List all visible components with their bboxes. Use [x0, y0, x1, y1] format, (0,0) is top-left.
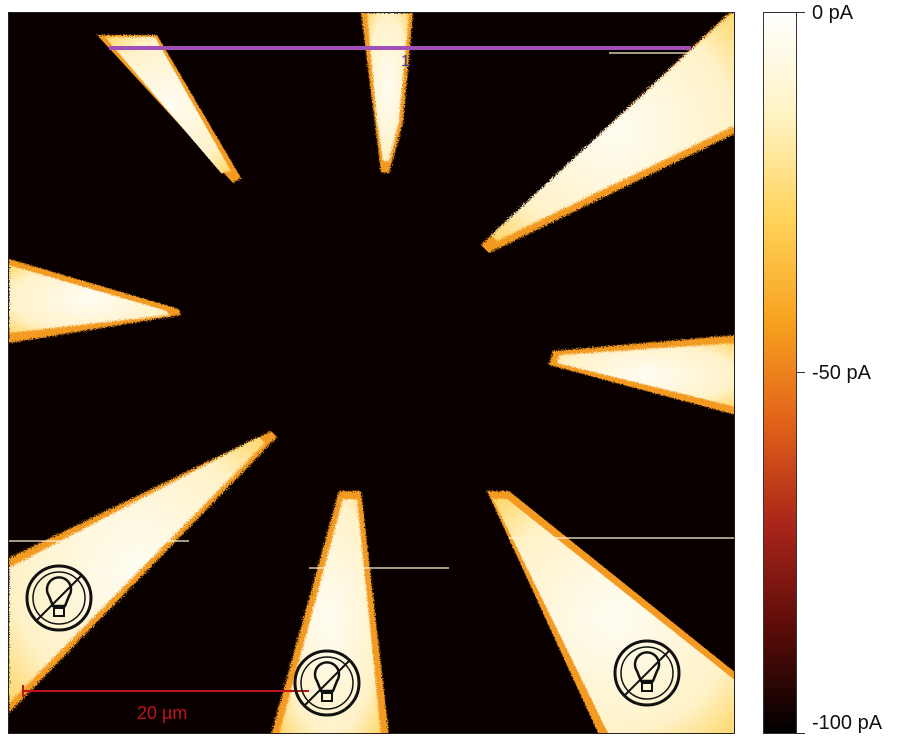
light-bulb-off-icon: [613, 639, 681, 707]
scan-artifacts: [9, 52, 734, 569]
colorbar-tick-middle: [797, 372, 805, 373]
light-bulb-off-icon: [25, 564, 93, 632]
colorbar-label-top: 0 pA: [812, 2, 854, 24]
colorbar-tick-bottom: [797, 733, 805, 734]
scale-bar-label: 20 µm: [137, 703, 188, 723]
current-map-image: 1 20 µm: [8, 12, 735, 734]
colorbar-label-bottom: -100 pA: [812, 712, 883, 734]
profile-line-label: 1: [401, 53, 410, 70]
light-bulb-off-icon: [293, 649, 361, 717]
colorbar-label-middle: -50 pA: [812, 362, 871, 384]
colorbar: [763, 12, 797, 734]
electrode-pattern: [9, 13, 734, 733]
colorbar-tick-top: [797, 12, 805, 13]
scale-bar: [22, 685, 309, 697]
